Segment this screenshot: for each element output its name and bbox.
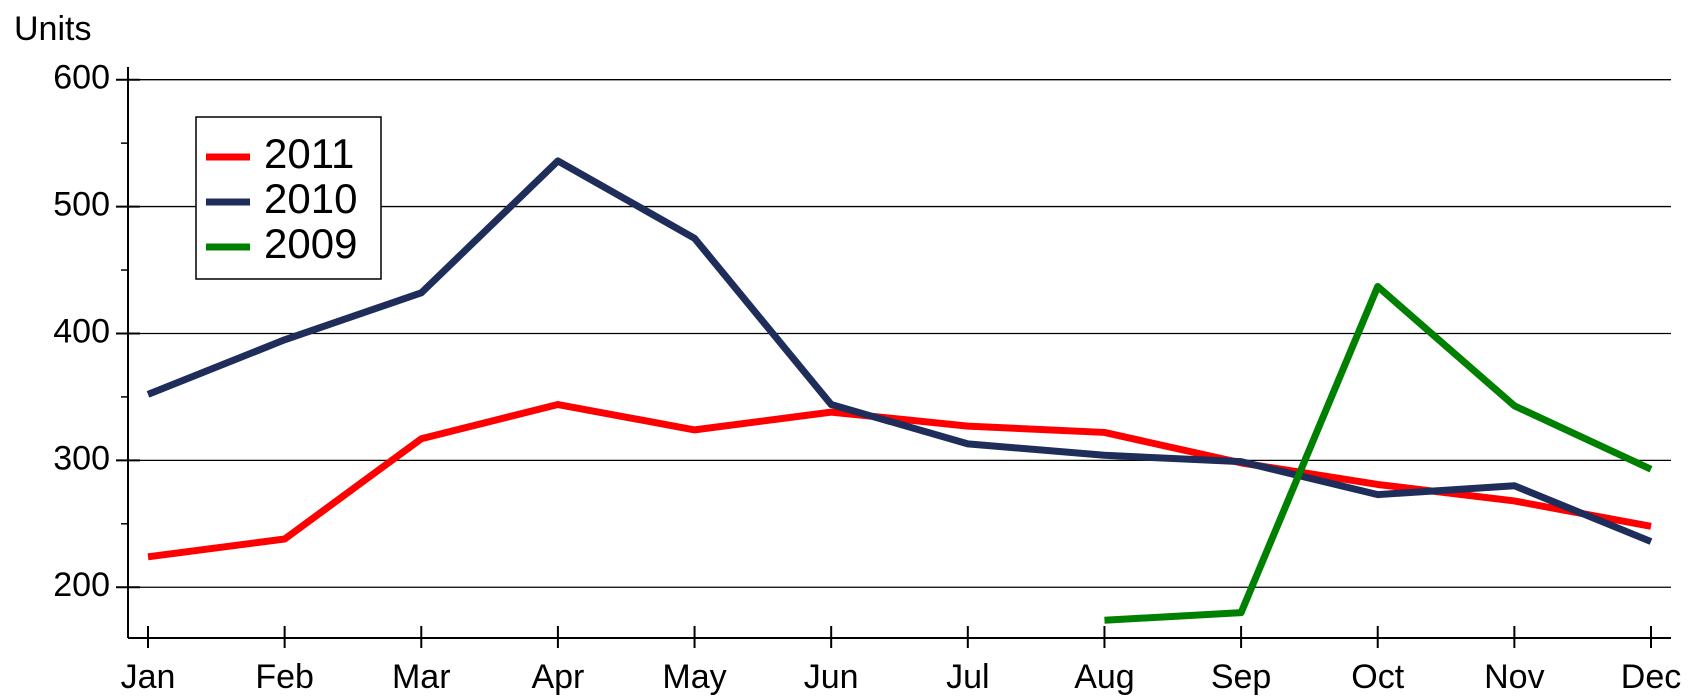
series-line <box>1104 283 1653 624</box>
x-tick-label: Dec <box>1621 658 1681 696</box>
legend-label: 2009 <box>264 220 357 267</box>
x-tick-label: Apr <box>531 658 584 696</box>
series-line <box>147 401 1652 561</box>
y-axis-label: Units <box>14 10 91 48</box>
x-tick-label: May <box>662 658 726 696</box>
legend-box <box>195 116 382 280</box>
x-tick-label: Oct <box>1351 658 1404 696</box>
x-tick-label: Aug <box>1074 658 1135 696</box>
x-tick-label: Sep <box>1211 658 1272 696</box>
x-tick-label: Jan <box>121 658 176 696</box>
legend-label: 2010 <box>264 175 357 222</box>
y-tick-label: 300 <box>53 439 110 477</box>
x-tick-label: Feb <box>255 658 314 696</box>
y-tick-label: 600 <box>53 59 110 97</box>
x-tick-label: Mar <box>392 658 451 696</box>
series-line <box>146 157 1653 545</box>
x-tick-label: Nov <box>1484 658 1544 696</box>
legend-label: 2011 <box>264 130 354 177</box>
y-tick-label: 500 <box>53 186 110 224</box>
x-tick-label: Jun <box>804 658 859 696</box>
y-tick-label: 400 <box>53 312 110 350</box>
y-tick-label: 200 <box>53 566 110 604</box>
x-tick-label: Jul <box>946 658 989 696</box>
